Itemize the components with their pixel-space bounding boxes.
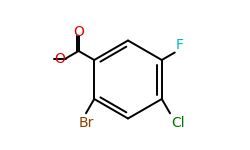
Text: O: O <box>73 25 84 39</box>
Text: O: O <box>54 51 65 66</box>
Text: Br: Br <box>78 116 94 130</box>
Text: F: F <box>176 38 184 52</box>
Text: Cl: Cl <box>171 116 184 130</box>
